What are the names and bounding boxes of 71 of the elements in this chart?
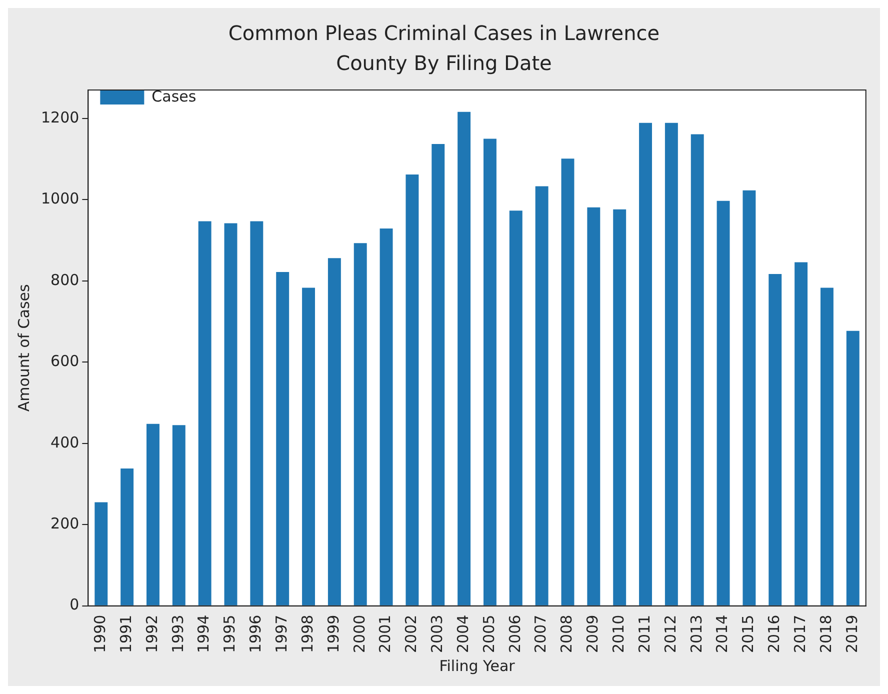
x-tick-label: 1996 bbox=[246, 614, 265, 654]
bar bbox=[639, 122, 652, 606]
bar bbox=[432, 144, 445, 606]
bar bbox=[328, 258, 341, 606]
bar bbox=[198, 221, 212, 606]
x-tick-label: 2012 bbox=[661, 614, 680, 654]
x-tick-label: 1999 bbox=[324, 614, 342, 654]
bar bbox=[794, 262, 808, 606]
y-tick-label: 800 bbox=[50, 270, 80, 289]
bar bbox=[120, 468, 134, 606]
chart-title: Common Pleas Criminal Cases in Lawrence County By Filing Date bbox=[227, 20, 661, 77]
x-tick-label: 2004 bbox=[454, 614, 472, 654]
x-tick-label: 2014 bbox=[713, 614, 732, 654]
bar bbox=[509, 210, 522, 606]
bar bbox=[94, 502, 108, 606]
bar bbox=[561, 158, 574, 606]
x-tick-label: 2000 bbox=[350, 614, 368, 654]
y-tick-label: 200 bbox=[50, 514, 80, 532]
x-tick-label: 2019 bbox=[842, 614, 861, 654]
x-tick-label: 1992 bbox=[142, 614, 161, 654]
bar bbox=[458, 112, 471, 606]
bar bbox=[742, 190, 756, 606]
y-tick-label: 600 bbox=[50, 352, 80, 370]
x-tick-label: 2016 bbox=[765, 614, 784, 654]
bar bbox=[613, 209, 626, 606]
x-tick-label: 2001 bbox=[376, 614, 394, 654]
bar bbox=[224, 223, 238, 606]
x-tick-label: 1990 bbox=[91, 614, 110, 654]
x-tick-label: 2013 bbox=[687, 614, 706, 654]
bar bbox=[276, 272, 290, 606]
bar bbox=[846, 330, 860, 606]
x-tick-label: 2018 bbox=[816, 614, 835, 654]
bar bbox=[302, 288, 315, 606]
x-tick-label: 2003 bbox=[428, 614, 446, 654]
bar bbox=[664, 122, 678, 606]
bar bbox=[146, 424, 160, 606]
bar bbox=[172, 425, 186, 606]
bar bbox=[380, 228, 393, 606]
bar bbox=[535, 186, 548, 606]
y-axis-title: Amount of Cases bbox=[14, 284, 33, 412]
x-tick-label: 2009 bbox=[584, 614, 602, 654]
x-tick-label: 2017 bbox=[790, 614, 809, 654]
x-axis-title: Filing Year bbox=[439, 656, 516, 675]
bar bbox=[354, 243, 367, 606]
y-tick-label: 0 bbox=[70, 596, 80, 614]
x-tick-label: 1997 bbox=[272, 614, 290, 654]
y-tick-label: 400 bbox=[50, 433, 80, 452]
y-tick-label: 1200 bbox=[40, 108, 80, 126]
x-tick-label: 1994 bbox=[194, 614, 213, 654]
x-tick-label: 2005 bbox=[480, 614, 498, 654]
x-tick-label: 2011 bbox=[635, 614, 654, 654]
legend-label: Cases bbox=[152, 87, 196, 106]
bar bbox=[587, 207, 600, 606]
x-tick-label: 2007 bbox=[532, 614, 550, 654]
bar bbox=[484, 138, 496, 606]
bar bbox=[716, 200, 730, 606]
x-tick-label: 2015 bbox=[739, 614, 758, 654]
x-tick-label: 1993 bbox=[168, 614, 187, 654]
x-tick-label: 2006 bbox=[506, 614, 524, 654]
x-tick-label: 2008 bbox=[558, 614, 576, 654]
x-tick-label: 1991 bbox=[116, 614, 135, 654]
x-tick-label: 2002 bbox=[402, 614, 420, 654]
bar bbox=[690, 134, 704, 606]
bar bbox=[768, 274, 782, 606]
bar bbox=[820, 288, 834, 606]
y-tick-label: 1000 bbox=[40, 190, 80, 208]
x-tick-label: 2010 bbox=[609, 614, 628, 654]
bar bbox=[406, 174, 419, 606]
bar bbox=[250, 221, 264, 606]
x-tick-label: 1995 bbox=[220, 614, 239, 654]
x-tick-label: 1998 bbox=[298, 614, 316, 654]
